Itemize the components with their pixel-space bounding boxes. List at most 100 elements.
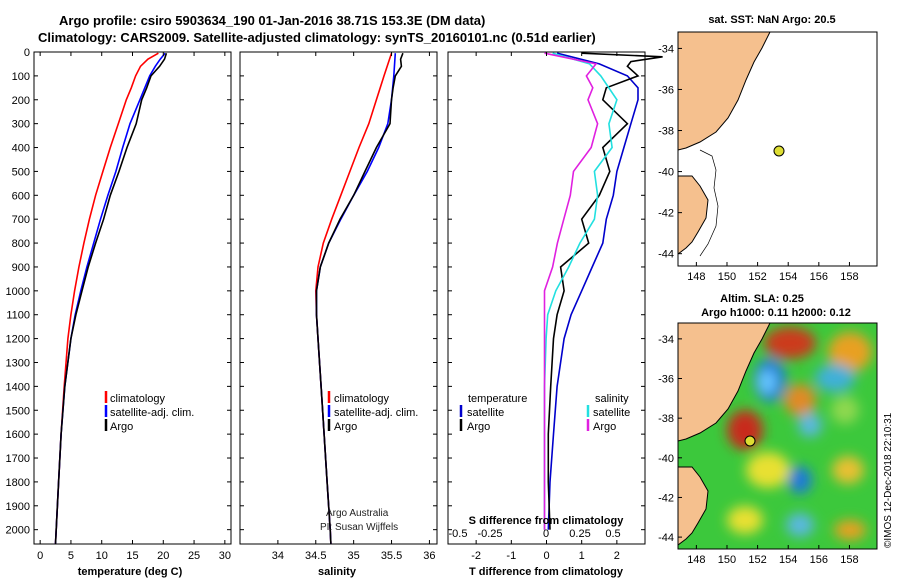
depth-tick-label: 1600 [6,429,30,441]
legend-s-argo: Argo [593,421,616,433]
legend-s-satellite: satellite [593,407,630,419]
imos-timestamp: ©IMOS 12-Dec-2018 22:10:31 [883,412,894,548]
depth-contour [699,149,719,257]
lat-tick-label: -34 [658,43,674,55]
salinity-xlabel: salinity [318,566,357,578]
lon-tick-label: 152 [748,554,766,566]
title-line-1: Argo profile: csiro 5903634_190 01-Jan-2… [59,13,485,28]
series-line-t-satellite [547,52,639,530]
x-tick-label: 0 [543,550,549,562]
x-tick-label: 20 [157,550,169,562]
lat-tick-label: -38 [658,126,674,138]
depth-tick-label: 1000 [6,286,30,298]
map-bottom-ticks: 148 150 152 154 156 158 -34 -36 -38 -40 -42 -44 [658,334,859,566]
lat-tick-label: -36 [658,84,674,96]
legend-argo: Argo [110,421,133,433]
depth-tick-label: 1800 [6,477,30,489]
s-diff-tick-label: 0 [543,528,549,540]
lat-tick-label: -40 [658,167,674,179]
legend-climatology: climatology [334,393,390,405]
temperature-legend: climatology satellite-adj. clim. Argo [104,391,194,433]
depth-tick-label: 500 [12,166,30,178]
lat-tick-label: -44 [658,532,674,544]
map-bottom-title: Altim. SLA: 0.25 [720,293,804,305]
x-tick-label: 35 [348,550,360,562]
depth-tick-label: 1900 [6,501,30,513]
lon-tick-label: 148 [687,271,705,283]
lon-tick-label: 158 [840,554,858,566]
depth-tick-label: 900 [12,262,30,274]
legend-t-argo: Argo [467,421,490,433]
legend-satellite: satellite-adj. clim. [110,407,194,419]
x-tick-label: -1 [506,550,516,562]
series-line-t-argo [547,52,663,530]
lon-tick-label: 152 [748,271,766,283]
depth-tick-label: 0 [24,47,30,59]
tasmania-land [678,466,709,546]
x-tick-label: 5 [68,550,74,562]
legend-temperature-title: temperature [468,393,527,405]
salinity-panel-frame [239,51,438,545]
s-diff-tick-label: 0.25 [569,528,590,540]
salinity-legend: climatology satellite-adj. clim. Argo Ar… [320,391,418,533]
lat-tick-label: -36 [658,374,674,386]
lon-tick-label: 154 [779,554,797,566]
axes-ticks: 0100200300400500600700800900100011001200… [6,47,645,562]
lat-tick-label: -40 [658,453,674,465]
x-tick-label: 0 [37,550,43,562]
lat-tick-label: -44 [658,249,674,261]
legend-t-satellite: satellite [467,407,504,419]
lon-tick-label: 148 [687,554,705,566]
lon-tick-label: 154 [779,271,797,283]
argo-float-marker [744,435,756,447]
series-line-s-argo [543,52,599,530]
sst-map [677,31,878,267]
tasmania-land [677,175,709,255]
difference-plot [543,52,663,530]
s-diff-tick-label: -0.25 [477,528,502,540]
sla-map [678,323,877,549]
argo-float-marker [773,145,785,157]
credit-main: Argo Australia [326,508,389,519]
temperature-xlabel: temperature (deg C) [78,566,183,578]
x-tick-label: 1 [579,550,585,562]
depth-tick-label: 1200 [6,334,30,346]
x-tick-label: 30 [219,550,231,562]
x-tick-label: 34.5 [305,550,326,562]
difference-panel-frame [447,51,646,545]
t-diff-xlabel: T difference from climatology [469,566,624,578]
temperature-panel-frame [33,51,232,545]
x-tick-label: -2 [471,550,481,562]
depth-tick-label: 300 [12,119,30,131]
series-line-argo [54,52,168,545]
depth-tick-label: 2000 [6,525,30,537]
x-tick-label: 35.5 [381,550,402,562]
x-tick-label: 25 [188,550,200,562]
x-tick-label: 2 [614,550,620,562]
lon-tick-label: 150 [718,554,736,566]
x-tick-label: 36 [423,550,435,562]
legend-salinity-title: salinity [595,393,629,405]
depth-tick-label: 600 [12,190,30,202]
temperature-plot [54,52,168,545]
depth-tick-label: 1100 [6,310,30,322]
depth-tick-label: 100 [12,71,30,83]
lat-tick-label: -42 [658,492,674,504]
depth-tick-label: 400 [12,143,30,155]
depth-tick-label: 200 [12,95,30,107]
map-bottom-subtitle: Argo h1000: 0.11 h2000: 0.12 [701,307,851,319]
depth-tick-label: 700 [12,214,30,226]
legend-satellite: satellite-adj. clim. [334,407,418,419]
lon-tick-label: 150 [718,271,736,283]
australia-land [678,323,771,442]
x-tick-label: 34 [272,550,284,562]
map-top-ticks: 148 150 152 154 156 158 -34 -36 -38 -40 -42 -44 [658,43,859,283]
x-tick-label: 10 [96,550,108,562]
lat-tick-label: -38 [658,413,674,425]
lat-tick-label: -34 [658,334,674,346]
map-top-title: sat. SST: NaN Argo: 20.5 [708,14,835,26]
lon-tick-label: 156 [810,554,828,566]
credit-pi: PI: Susan Wijffels [320,522,398,533]
title-line-2: Climatology: CARS2009. Satellite-adjuste… [38,30,596,45]
